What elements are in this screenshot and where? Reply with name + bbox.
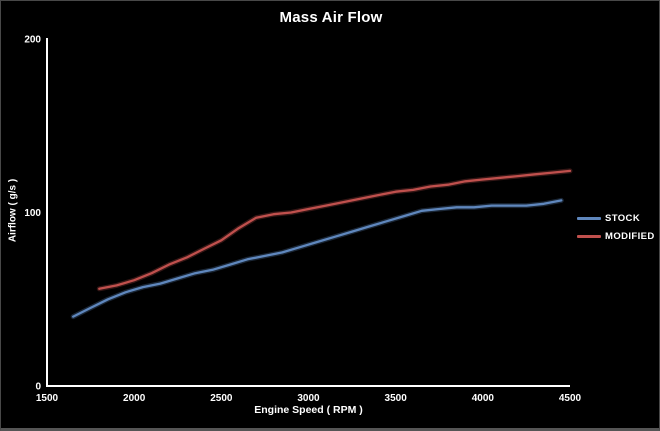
modified-line-swatch [577,235,601,238]
x-tick-label: 2500 [210,393,233,404]
x-tick-label: 3000 [297,393,320,404]
legend-item-modified[interactable]: MODIFIED [577,231,655,242]
legend-label-modified: MODIFIED [605,231,655,242]
legend-item-stock[interactable]: STOCK [577,213,655,224]
stock-series-line [72,199,563,318]
y-tick-label: 200 [24,35,41,46]
y-tick-label: 100 [24,208,41,219]
x-axis-title: Engine Speed ( RPM ) [254,404,363,416]
x-tick-label: 1500 [36,393,59,404]
modified-series-glow [96,168,573,292]
stock-line-swatch [577,217,601,220]
legend-label-stock: STOCK [605,213,641,224]
legend: STOCK MODIFIED [577,213,655,249]
chart-title: Mass Air Flow [279,9,383,26]
modified-series-line [98,169,572,290]
x-tick-label: 4000 [472,393,495,404]
y-axis-title: Airflow ( g/s ) [7,178,19,243]
x-tick-label: 2000 [123,393,146,404]
stock-series-glow [70,197,564,320]
x-tick-label: 4500 [559,393,582,404]
x-tick-label: 3500 [385,393,408,404]
y-tick-label: 0 [35,382,41,393]
